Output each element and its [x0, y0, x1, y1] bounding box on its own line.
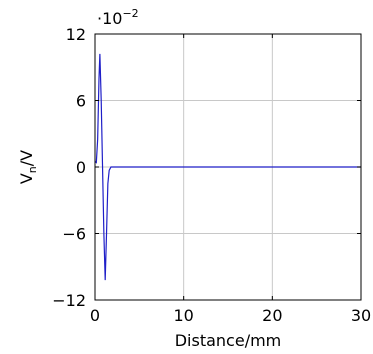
y-axis-label: Vn/V — [17, 150, 39, 184]
x-tick-label: 0 — [90, 306, 100, 325]
y-axis-label-unit: /V — [17, 150, 36, 166]
x-tick-label: 20 — [262, 306, 282, 325]
series-layer — [94, 53, 361, 281]
y-tick-label: 12 — [66, 25, 86, 44]
y-tick-label: −6 — [62, 225, 86, 244]
x-tick-label: 10 — [173, 306, 193, 325]
y-tick-label: 6 — [76, 92, 86, 111]
y-scale-exponent: −2 — [122, 7, 138, 20]
y-scale-factor: ·10−2 — [97, 7, 139, 28]
y-tick-label: 0 — [76, 158, 86, 177]
y-axis-label-subscript: n — [26, 166, 39, 173]
y-tick-label: −12 — [52, 291, 86, 310]
x-tick-label: 30 — [351, 306, 371, 325]
y-axis-label-main: V — [17, 173, 36, 184]
ticks — [94, 33, 362, 301]
series-line — [94, 53, 361, 281]
x-axis-label: Distance/mm — [175, 331, 282, 350]
tick-labels: 0 10 20 30 12 6 0 −6 −12 — [52, 25, 371, 325]
